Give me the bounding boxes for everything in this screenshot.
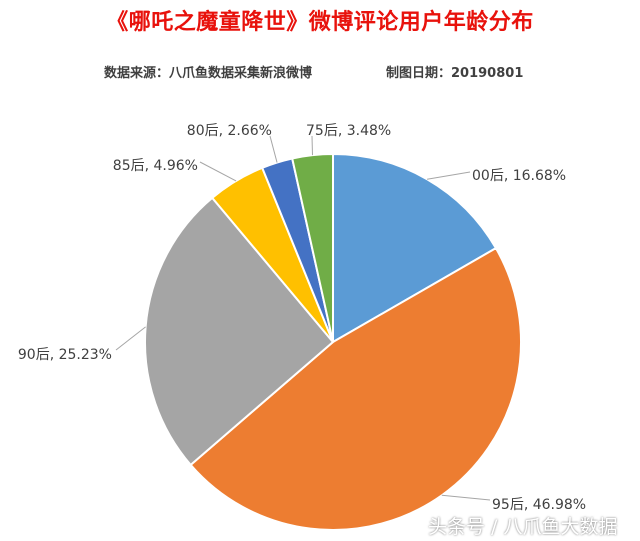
- pie-slices: [144, 152, 522, 531]
- pie-slice-90后: [144, 196, 335, 467]
- data-label-90后: 90后, 25.23%: [18, 347, 112, 363]
- data-label-75后: 75后, 3.48%: [306, 123, 391, 139]
- leader-lines: [115, 135, 491, 501]
- leader-line-00后: [426, 171, 471, 180]
- leader-line-95后: [441, 494, 491, 501]
- pie-slice-75后: [291, 152, 334, 343]
- chart-date-note: 制图日期：20190801: [386, 66, 524, 81]
- data-label-00后: 00后, 16.68%: [472, 168, 566, 184]
- leader-line-80后: [269, 135, 278, 163]
- pie-slice-95后: [189, 246, 522, 531]
- leader-line-90后: [115, 326, 146, 351]
- data-label-85后: 85后, 4.96%: [113, 158, 198, 174]
- leader-line-85后: [199, 161, 237, 182]
- chart-title: 《哪吒之魔童降世》微博评论用户年龄分布: [106, 10, 534, 35]
- data-label-80后: 80后, 2.66%: [187, 123, 272, 139]
- watermark: 头条号 / 八爪鱼大数据: [428, 516, 618, 538]
- data-source-note: 数据来源：八爪鱼数据采集新浪微博: [104, 66, 313, 81]
- data-label-95后: 95后, 46.98%: [492, 497, 586, 513]
- pie-slice-00后: [332, 152, 498, 344]
- data-labels: 00后, 16.68% 95后, 46.98% 90后, 25.23% 85后, 4.…: [18, 123, 586, 513]
